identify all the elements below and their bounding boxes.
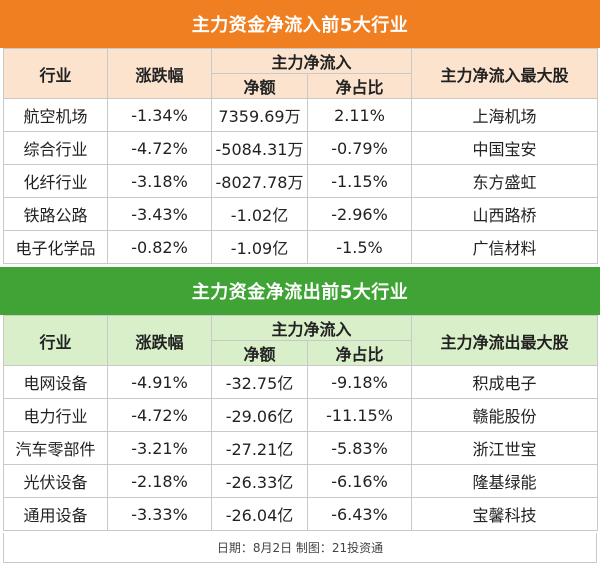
cell-net-ratio: -1.15%: [306, 164, 413, 198]
table-row: 航空机场 -1.34% 7359.69万 2.11% 上海机场: [3, 98, 599, 132]
cell-net-amount: -32.75亿: [211, 365, 308, 399]
cell-top-stock: 隆基绿能: [411, 464, 599, 498]
cell-net-ratio: -9.18%: [306, 365, 413, 399]
table-row: 铁路公路 -3.43% -1.02亿 -2.96% 山西路桥: [3, 197, 599, 231]
cell-change: -1.34%: [107, 98, 212, 132]
table-row: 电力行业 -4.72% -29.06亿 -11.15% 赣能股份: [3, 398, 599, 432]
cell-net-ratio: -6.43%: [306, 497, 413, 531]
header-top-stock: 主力净流入最大股: [411, 48, 599, 99]
inflow-title: 主力资金净流入前5大行业: [0, 0, 600, 48]
outflow-section: 主力资金净流出前5大行业 行业 涨跌幅 主力净流入 主力净流出最大股 净额 净占…: [0, 267, 600, 531]
header-net-ratio: 净占比: [306, 73, 413, 99]
cell-net-ratio: -0.79%: [306, 131, 413, 165]
cell-change: -3.21%: [107, 431, 212, 465]
source-footer: 日期：8月2日 制图：21投资通: [3, 533, 597, 563]
inflow-header-row: 行业 涨跌幅 主力净流入 主力净流入最大股: [3, 48, 599, 99]
table-row: 汽车零部件 -3.21% -27.21亿 -5.83% 浙江世宝: [3, 431, 599, 465]
cell-top-stock: 积成电子: [411, 365, 599, 399]
cell-industry: 通用设备: [3, 497, 108, 531]
cell-net-amount: -1.09亿: [211, 230, 308, 264]
cell-net-amount: -27.21亿: [211, 431, 308, 465]
header-industry: 行业: [3, 48, 108, 99]
cell-change: -4.72%: [107, 398, 212, 432]
inflow-section: 主力资金净流入前5大行业 行业 涨跌幅 主力净流入 主力净流入最大股 净额 净占…: [0, 0, 600, 264]
cell-net-amount: -8027.78万: [211, 164, 308, 198]
inflow-subheader-row: 净额 净占比: [4, 73, 598, 99]
table-row: 化纤行业 -3.18% -8027.78万 -1.15% 东方盛虹: [3, 164, 599, 198]
cell-industry: 电子化学品: [3, 230, 108, 264]
header-change: 涨跌幅: [107, 315, 212, 366]
header-flow-group: 主力净流入: [210, 48, 413, 74]
cell-net-amount: -1.02亿: [211, 197, 308, 231]
cell-top-stock: 广信材料: [411, 230, 599, 264]
cell-top-stock: 宝馨科技: [411, 497, 599, 531]
cell-industry: 汽车零部件: [3, 431, 108, 465]
cell-net-ratio: 2.11%: [306, 98, 413, 132]
cell-change: -0.82%: [107, 230, 212, 264]
cell-net-ratio: -2.96%: [306, 197, 413, 231]
table-row: 光伏设备 -2.18% -26.33亿 -6.16% 隆基绿能: [3, 464, 599, 498]
cell-industry: 光伏设备: [3, 464, 108, 498]
table-row: 综合行业 -4.72% -5084.31万 -0.79% 中国宝安: [3, 131, 599, 165]
cell-change: -4.91%: [107, 365, 212, 399]
cell-top-stock: 赣能股份: [411, 398, 599, 432]
cell-change: -2.18%: [107, 464, 212, 498]
header-net-ratio: 净占比: [306, 340, 413, 366]
cell-net-amount: 7359.69万: [211, 98, 308, 132]
header-top-stock: 主力净流出最大股: [411, 315, 599, 366]
cell-top-stock: 东方盛虹: [411, 164, 599, 198]
outflow-table: 行业 涨跌幅 主力净流入 主力净流出最大股 净额 净占比 电网设备 -4.91%…: [3, 315, 599, 531]
inflow-table: 行业 涨跌幅 主力净流入 主力净流入最大股 净额 净占比 航空机场 -1.34%…: [3, 48, 599, 264]
cell-net-ratio: -5.83%: [306, 431, 413, 465]
cell-net-ratio: -6.16%: [306, 464, 413, 498]
cell-net-ratio: -1.5%: [306, 230, 413, 264]
cell-net-amount: -29.06亿: [211, 398, 308, 432]
header-change: 涨跌幅: [107, 48, 212, 99]
outflow-title: 主力资金净流出前5大行业: [0, 267, 600, 315]
cell-industry: 化纤行业: [3, 164, 108, 198]
cell-top-stock: 上海机场: [411, 98, 599, 132]
cell-change: -3.18%: [107, 164, 212, 198]
cell-top-stock: 浙江世宝: [411, 431, 599, 465]
cell-industry: 综合行业: [3, 131, 108, 165]
cell-top-stock: 中国宝安: [411, 131, 599, 165]
outflow-header-row: 行业 涨跌幅 主力净流入 主力净流出最大股: [3, 315, 599, 366]
cell-industry: 铁路公路: [3, 197, 108, 231]
cell-top-stock: 山西路桥: [411, 197, 599, 231]
cell-industry: 电网设备: [3, 365, 108, 399]
table-row: 电子化学品 -0.82% -1.09亿 -1.5% 广信材料: [3, 230, 599, 264]
cell-change: -4.72%: [107, 131, 212, 165]
cell-net-amount: -26.33亿: [211, 464, 308, 498]
header-industry: 行业: [3, 315, 108, 366]
header-net-amount: 净额: [211, 340, 308, 366]
cell-change: -3.33%: [107, 497, 212, 531]
cell-industry: 电力行业: [3, 398, 108, 432]
header-flow-group: 主力净流入: [210, 315, 413, 341]
cell-change: -3.43%: [107, 197, 212, 231]
cell-net-amount: -26.04亿: [211, 497, 308, 531]
cell-net-amount: -5084.31万: [211, 131, 308, 165]
cell-industry: 航空机场: [3, 98, 108, 132]
cell-net-ratio: -11.15%: [306, 398, 413, 432]
table-row: 电网设备 -4.91% -32.75亿 -9.18% 积成电子: [3, 365, 599, 399]
table-row: 通用设备 -3.33% -26.04亿 -6.43% 宝馨科技: [3, 497, 599, 531]
header-net-amount: 净额: [211, 73, 308, 99]
